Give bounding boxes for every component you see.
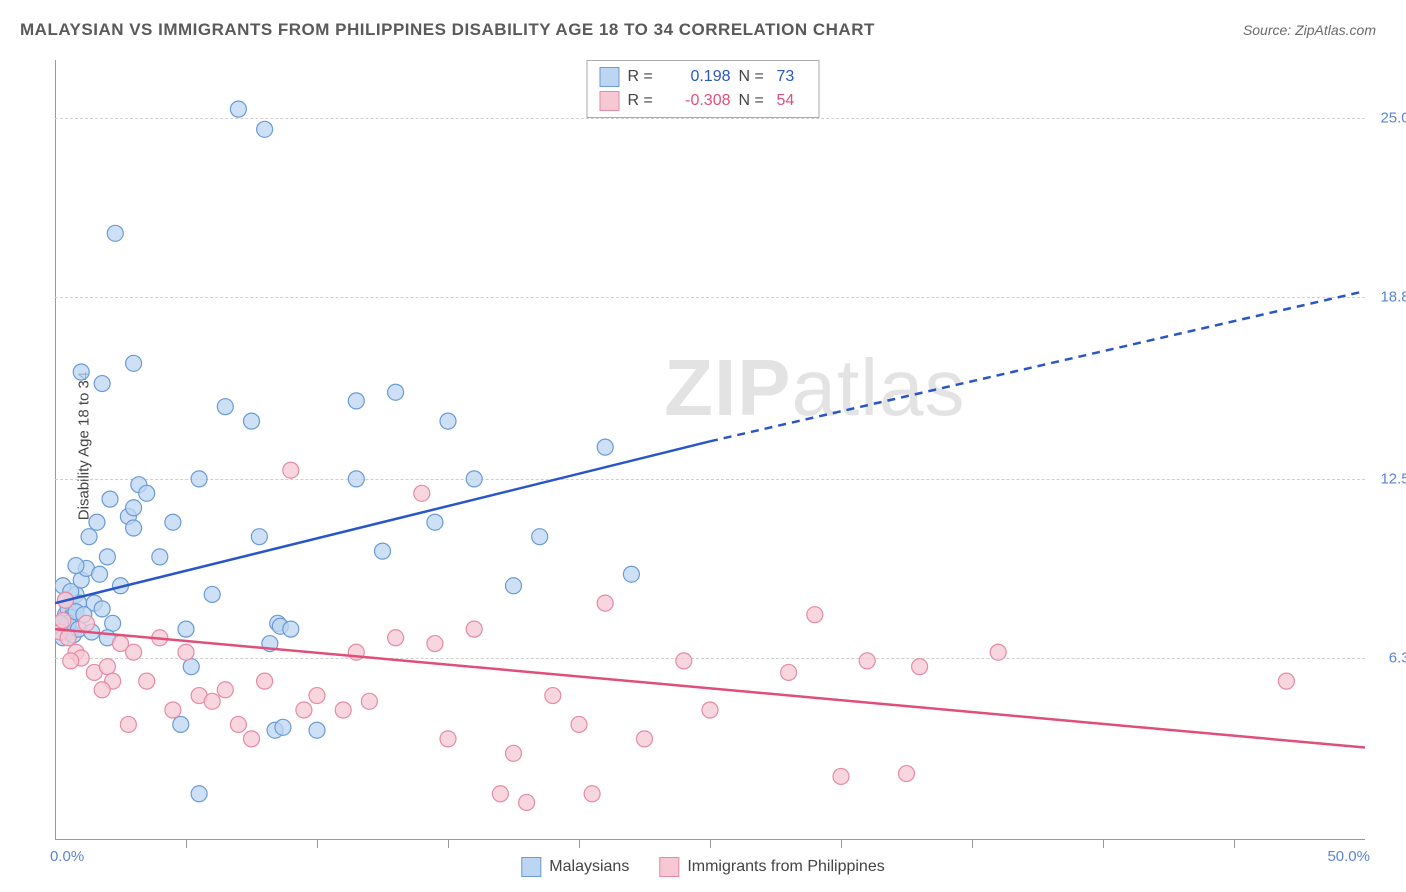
x-tick bbox=[579, 840, 580, 848]
legend-swatch-1 bbox=[521, 857, 541, 877]
x-tick bbox=[1103, 840, 1104, 848]
stats-row-series2: R = -0.308 N = 54 bbox=[600, 89, 807, 113]
x-tick bbox=[1234, 840, 1235, 848]
source-credit: Source: ZipAtlas.com bbox=[1243, 22, 1376, 38]
x-tick bbox=[972, 840, 973, 848]
y-tick-label: 6.3% bbox=[1389, 650, 1406, 667]
x-tick bbox=[710, 840, 711, 848]
legend-item-2: Immigrants from Philippines bbox=[659, 857, 884, 877]
stats-legend-box: R = 0.198 N = 73 R = -0.308 N = 54 bbox=[587, 60, 820, 118]
source-value: ZipAtlas.com bbox=[1295, 22, 1376, 38]
scatter-svg bbox=[55, 60, 1365, 840]
swatch-series2 bbox=[600, 91, 620, 111]
r-label-1: R = bbox=[628, 68, 658, 86]
source-label: Source: bbox=[1243, 22, 1295, 38]
y-tick-label: 18.8% bbox=[1380, 288, 1406, 305]
legend-label-1: Malaysians bbox=[549, 858, 629, 876]
r-label-2: R = bbox=[628, 92, 658, 110]
y-tick-label: 12.5% bbox=[1380, 470, 1406, 487]
x-origin-label: 0.0% bbox=[50, 848, 84, 865]
n-label-2: N = bbox=[739, 92, 769, 110]
plot-area: 0.0% 50.0% ZIPatlas 6.3%12.5%18.8%25.0% bbox=[55, 60, 1365, 840]
x-tick bbox=[448, 840, 449, 848]
legend-label-2: Immigrants from Philippines bbox=[687, 858, 884, 876]
bottom-legend: Malaysians Immigrants from Philippines bbox=[521, 857, 884, 877]
swatch-series1 bbox=[600, 67, 620, 87]
r-value-2: -0.308 bbox=[666, 92, 731, 110]
chart-title: MALAYSIAN VS IMMIGRANTS FROM PHILIPPINES… bbox=[20, 20, 875, 40]
n-label-1: N = bbox=[739, 68, 769, 86]
n-value-2: 54 bbox=[777, 92, 807, 110]
x-tick bbox=[186, 840, 187, 848]
legend-item-1: Malaysians bbox=[521, 857, 629, 877]
n-value-1: 73 bbox=[777, 68, 807, 86]
x-tick bbox=[317, 840, 318, 848]
stats-row-series1: R = 0.198 N = 73 bbox=[600, 65, 807, 89]
y-tick-label: 25.0% bbox=[1380, 109, 1406, 126]
legend-swatch-2 bbox=[659, 857, 679, 877]
x-tick bbox=[841, 840, 842, 848]
x-max-label: 50.0% bbox=[1327, 848, 1370, 865]
r-value-1: 0.198 bbox=[666, 68, 731, 86]
